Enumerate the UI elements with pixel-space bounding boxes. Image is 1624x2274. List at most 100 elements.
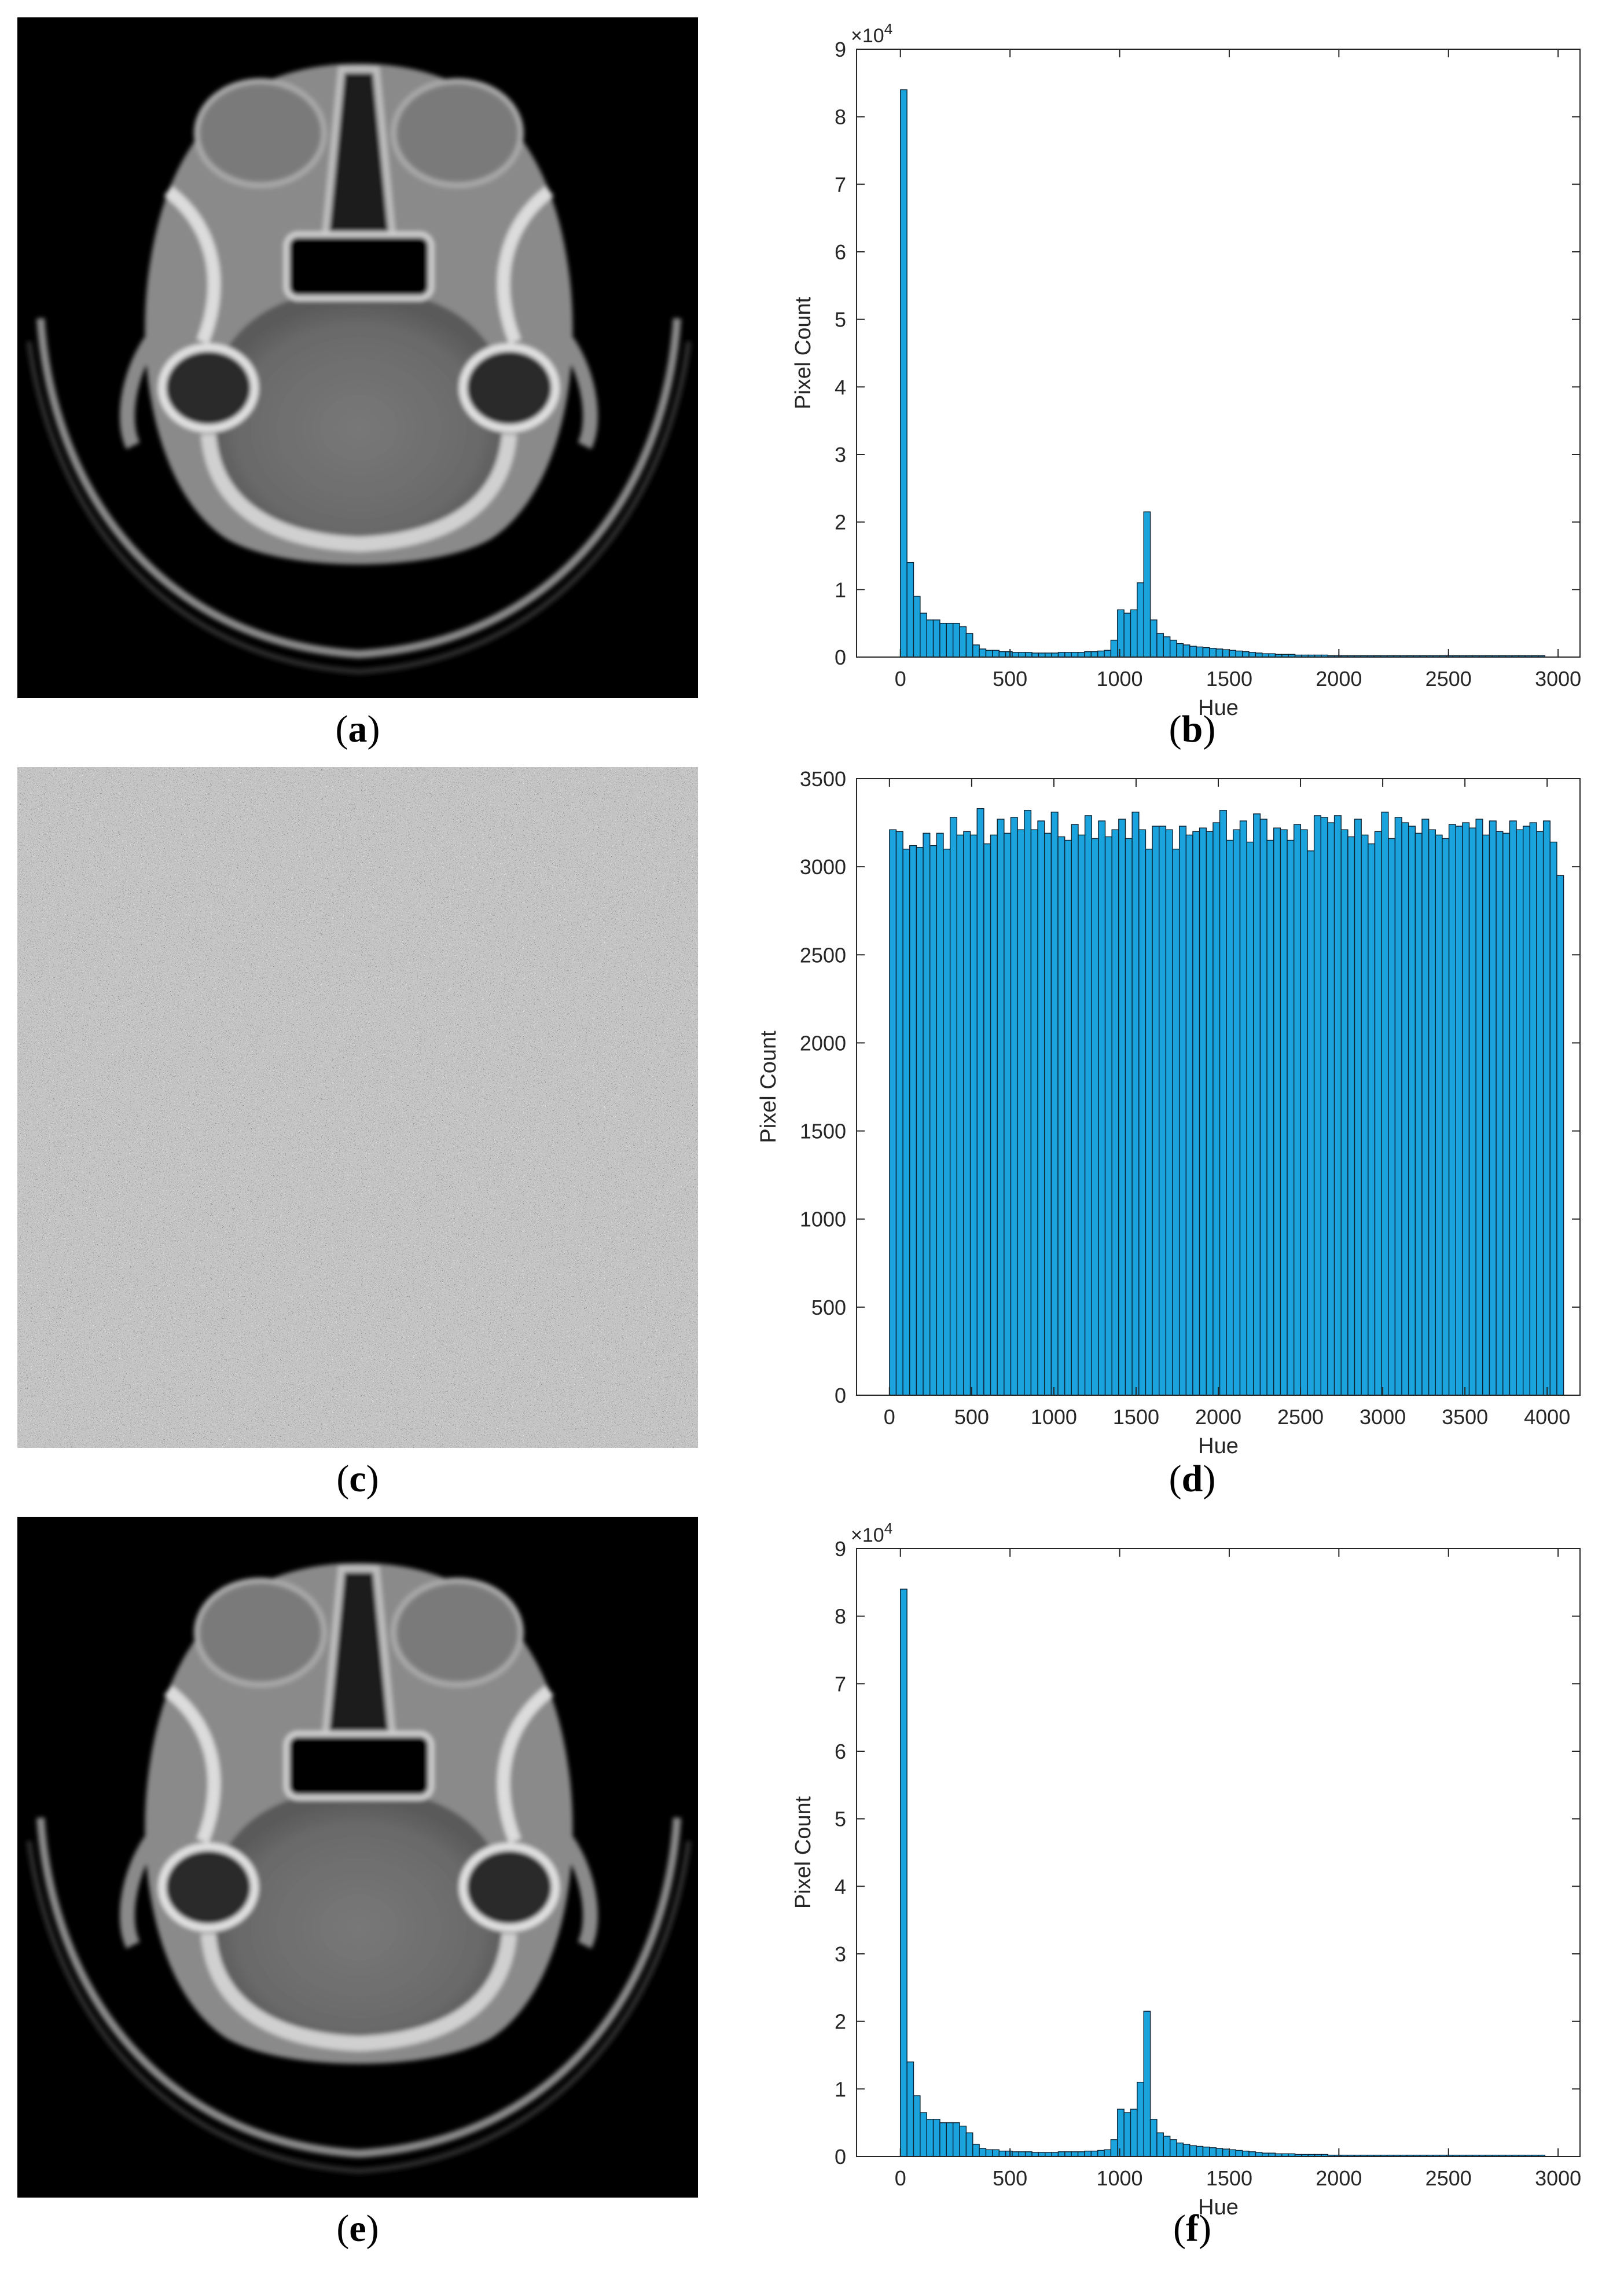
x-tick-label: 1500 — [1206, 2166, 1252, 2190]
bar — [1169, 2139, 1177, 2157]
y-tick-label: 5 — [835, 308, 846, 332]
y-tick-label: 6 — [835, 240, 846, 264]
bar — [1149, 2119, 1158, 2157]
bar — [1502, 832, 1511, 1396]
bar — [1064, 2151, 1072, 2157]
y-axis-label: Pixel Count — [756, 1030, 781, 1143]
bar — [965, 633, 973, 658]
bar — [985, 2149, 993, 2157]
y-tick-label: 8 — [835, 105, 846, 129]
bar — [1172, 849, 1180, 1396]
bar — [1455, 826, 1463, 1396]
bar — [1118, 819, 1126, 1396]
x-tick-label: 3500 — [1442, 1405, 1488, 1429]
bar — [1354, 819, 1362, 1396]
bar — [998, 2150, 1006, 2157]
bar — [1482, 834, 1490, 1396]
y-tick-label: 9 — [835, 38, 846, 61]
bar — [1414, 832, 1423, 1396]
bar — [1051, 652, 1059, 658]
y-tick-label: 0 — [835, 2145, 846, 2169]
y-exponent-label: ×104 — [851, 20, 892, 47]
bar — [913, 2095, 921, 2157]
bar — [1030, 829, 1038, 1396]
x-tick-label: 2500 — [1277, 1405, 1324, 1429]
bar — [1222, 649, 1230, 658]
bar — [1071, 824, 1079, 1396]
bar — [1078, 834, 1086, 1396]
x-tick-label: 3000 — [1360, 1405, 1406, 1429]
bar — [1156, 633, 1164, 658]
bar — [1104, 2149, 1112, 2157]
bar — [1084, 815, 1092, 1396]
bar — [939, 2122, 947, 2157]
bar — [1381, 812, 1389, 1396]
bar — [1123, 2112, 1131, 2157]
bar — [998, 651, 1006, 658]
bar — [1394, 817, 1402, 1396]
bar — [1368, 843, 1376, 1396]
bar — [1542, 820, 1550, 1396]
bar — [1005, 2150, 1013, 2157]
bar — [1156, 2132, 1164, 2157]
bar — [1536, 831, 1544, 1396]
ct-scan-decrypted-image — [17, 1517, 698, 2198]
bar — [1149, 619, 1158, 658]
y-tick-label: 2 — [835, 511, 846, 534]
bar — [1045, 2152, 1052, 2157]
bar — [1097, 650, 1105, 658]
x-tick-label: 1000 — [1031, 1405, 1077, 1429]
bar — [1442, 838, 1450, 1396]
bar — [946, 622, 954, 658]
x-tick-label: 0 — [895, 2166, 906, 2190]
y-tick-label: 1 — [835, 578, 846, 601]
bar — [1229, 650, 1237, 658]
caption-f: (f) — [1173, 2207, 1211, 2250]
bar — [1057, 836, 1065, 1396]
bar — [1209, 2147, 1217, 2157]
bar — [1051, 2152, 1059, 2157]
x-axis-label: Hue — [1198, 2195, 1239, 2220]
bar — [952, 2122, 960, 2157]
bar — [936, 832, 944, 1396]
bar — [1084, 651, 1092, 658]
y-tick-label: 5 — [835, 1807, 846, 1831]
bar — [959, 2125, 967, 2157]
bar — [1219, 810, 1227, 1396]
bar — [1213, 822, 1221, 1396]
histogram-d: 0 500 1000 1500 2000 2500 3000 3500 4000 0 500 1000… — [756, 767, 1581, 1458]
x-tick-label: 2000 — [1316, 667, 1362, 691]
bar — [1209, 648, 1217, 658]
x-tick-label: 2500 — [1425, 2166, 1472, 2190]
bar — [1031, 2152, 1039, 2157]
x-tick-label: 4000 — [1524, 1405, 1570, 1429]
bar — [972, 2144, 980, 2157]
bar — [1468, 827, 1476, 1396]
bar — [1012, 652, 1020, 658]
bar — [920, 2112, 927, 2157]
bar — [1222, 2148, 1230, 2157]
bar — [1255, 652, 1263, 658]
bar — [1176, 643, 1184, 658]
y-tick-label: 500 — [811, 1296, 846, 1319]
bar — [1253, 813, 1261, 1396]
bar — [1031, 652, 1039, 658]
bar — [1235, 2150, 1243, 2157]
bar — [1300, 829, 1308, 1396]
bar — [1077, 2151, 1085, 2157]
bar — [1110, 2139, 1118, 2157]
bar — [1523, 826, 1531, 1396]
bar — [926, 2119, 934, 2157]
bar — [1090, 651, 1098, 658]
x-tick-label: 500 — [993, 2166, 1027, 2190]
bar — [1004, 832, 1012, 1396]
bar — [1293, 824, 1302, 1396]
bar — [992, 650, 1000, 658]
bar — [1131, 812, 1140, 1396]
x-tick-label: 2000 — [1195, 1405, 1241, 1429]
x-tick-label: 2500 — [1425, 667, 1472, 691]
bar — [949, 817, 957, 1396]
bar — [1091, 838, 1099, 1396]
bar — [1143, 511, 1151, 658]
plot-frame — [856, 1548, 1581, 2157]
